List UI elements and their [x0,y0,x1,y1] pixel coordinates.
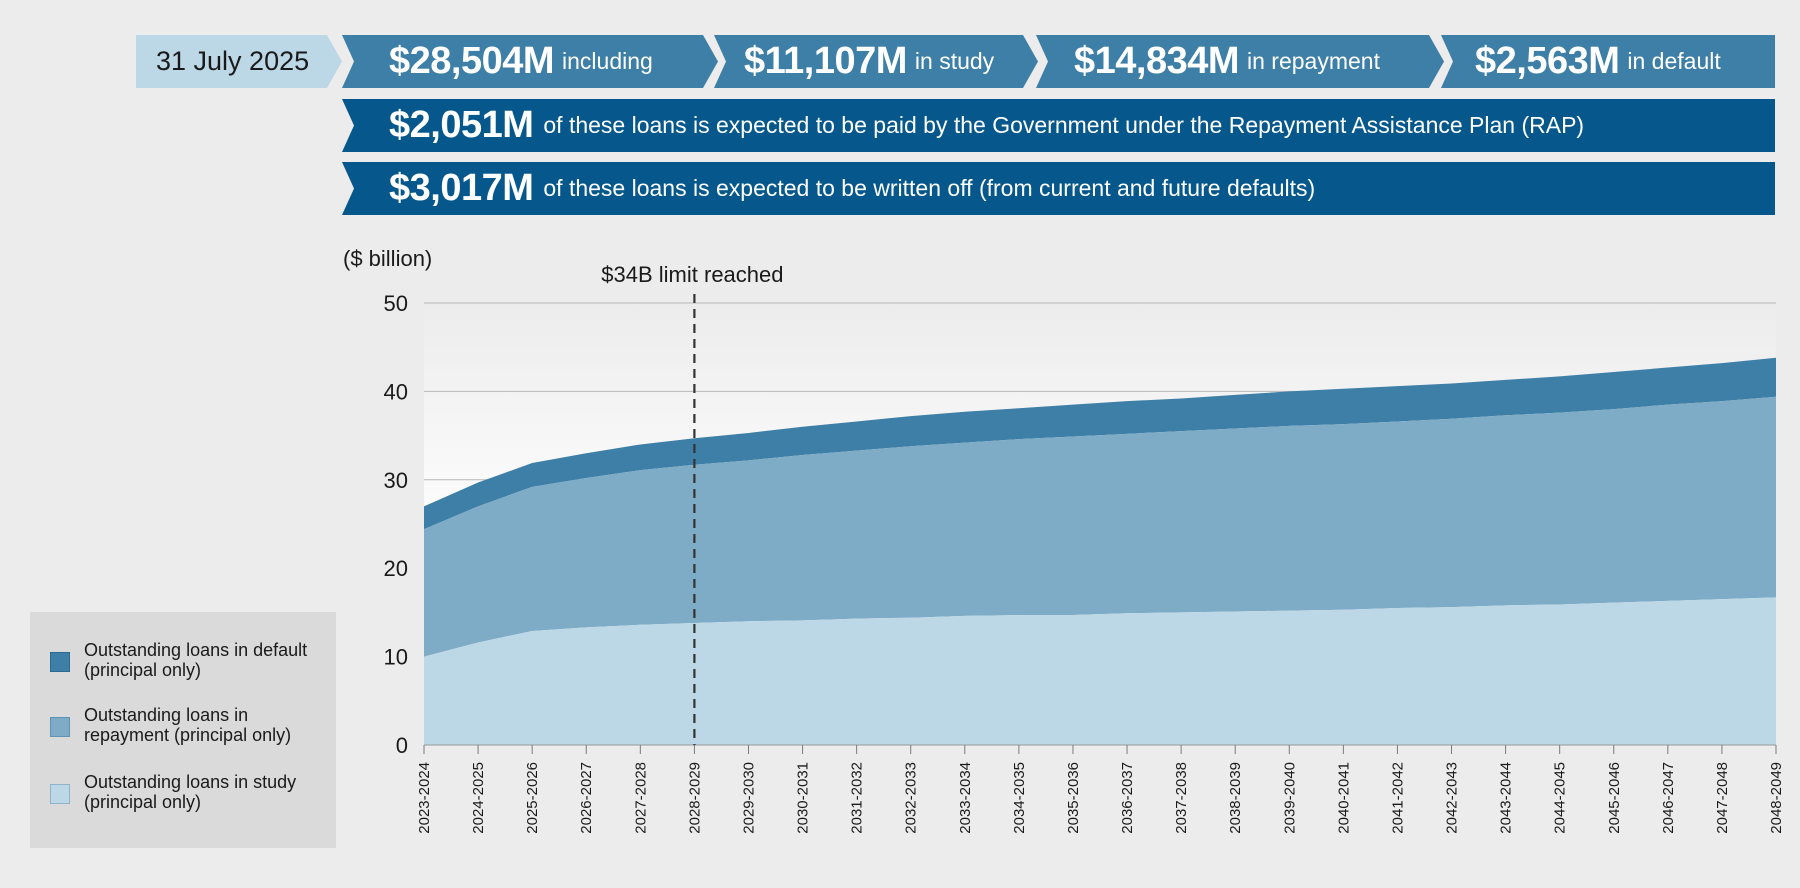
legend-item-repayment: Outstanding loans in repayment (principa… [50,705,334,745]
x-tick-label-2030-2031: 2030-2031 [795,762,812,834]
x-tick-label-2048-2049: 2048-2049 [1768,762,1785,834]
total-amount: $28,504M [389,40,555,82]
area-repayment [424,396,1776,657]
date-text: 31 July 2025 [156,46,310,76]
y-tick-label-50: 50 [384,291,408,316]
x-tick-label-2040-2041: 2040-2041 [1335,762,1352,834]
x-tick-label-2038-2039: 2038-2039 [1227,762,1244,834]
x-tick-label-2023-2024: 2023-2024 [416,762,433,834]
study-banner: $11,107M in study [714,35,1038,88]
axes: 0 10 20 30 40 50 2023-2024 2024-2025 2025-2026 20… [384,291,1785,834]
x-tick-label-2047-2048: 2047-2048 [1714,762,1731,834]
x-tick-label-2031-2032: 2031-2032 [849,762,866,834]
repayment-banner: $14,834M in repayment [1036,35,1444,88]
area-default [424,357,1776,530]
x-tick-label-2035-2036: 2035-2036 [1065,762,1082,834]
x-tick-label-2034-2035: 2034-2035 [1011,762,1028,834]
x-tick-label-2042-2043: 2042-2043 [1444,762,1461,834]
x-tick-label-2045-2046: 2045-2046 [1606,762,1623,834]
x-tick-label-2033-2034: 2033-2034 [957,762,974,834]
default-banner: $2,563M in default [1441,35,1775,88]
x-tick-label-2041-2042: 2041-2042 [1389,762,1406,834]
x-tick-label-2037-2038: 2037-2038 [1173,762,1190,834]
legend-item-default: Outstanding loans in default (principal … [50,640,334,680]
legend-swatch-default [50,652,70,672]
writeoff-amount: $3,017M [389,167,534,209]
default-amount: $2,563M [1475,40,1620,82]
study-amount: $11,107M [744,40,907,82]
total-banner: $28,504M including [342,35,718,88]
legend-label-repayment: Outstanding loans in repayment (principa… [84,705,292,745]
x-tick-label-2039-2040: 2039-2040 [1281,762,1298,834]
x-tick-label-2046-2047: 2046-2047 [1660,762,1677,834]
y-tick-label-30: 30 [384,468,408,493]
legend-label-study: Outstanding loans in study (principal on… [84,772,297,812]
x-tick-label-2036-2037: 2036-2037 [1119,762,1136,834]
repayment-text: in repayment [1247,48,1380,74]
y-tick-label-20: 20 [384,556,408,581]
x-tick-label-2043-2044: 2043-2044 [1498,762,1515,834]
x-tick-label-2032-2033: 2032-2033 [903,762,920,834]
study-text: in study [914,48,995,74]
legend-label-default: Outstanding loans in default (principal … [84,640,308,680]
legend-item-study: Outstanding loans in study (principal on… [50,772,334,812]
y-axis-label: ($ billion) [343,246,432,271]
repayment-amount: $14,834M [1074,40,1240,82]
legend: Outstanding loans in default (principal … [30,612,336,848]
writeoff-text: of these loans is expected to be written… [543,175,1316,201]
x-tick-label-2044-2045: 2044-2045 [1552,762,1569,834]
areas [424,357,1776,745]
x-tick-label-2025-2026: 2025-2026 [524,762,541,834]
date-label: 31 July 2025 [136,35,342,88]
y-tick-label-10: 10 [384,645,408,670]
x-tick-label-2024-2025: 2024-2025 [470,762,487,834]
x-tick-label-2026-2027: 2026-2027 [578,762,595,834]
writeoff-banner: $3,017M of these loans is expected to be… [342,162,1775,215]
total-text: including [562,48,653,74]
y-tick-label-0: 0 [396,733,408,758]
rap-banner: $2,051M of these loans is expected to be… [342,99,1775,152]
x-tick-label-2027-2028: 2027-2028 [632,762,649,834]
default-text: in default [1627,48,1721,74]
area-study [424,597,1776,745]
x-tick-label-2028-2029: 2028-2029 [686,762,703,834]
limit-annotation-label: $34B limit reached [601,262,783,287]
y-tick-label-40: 40 [384,379,408,404]
x-tick-label-2029-2030: 2029-2030 [740,762,757,834]
legend-swatch-study [50,784,70,804]
rap-amount: $2,051M [389,104,534,146]
rap-text: of these loans is expected to be paid by… [543,112,1585,138]
legend-swatch-repayment [50,717,70,737]
